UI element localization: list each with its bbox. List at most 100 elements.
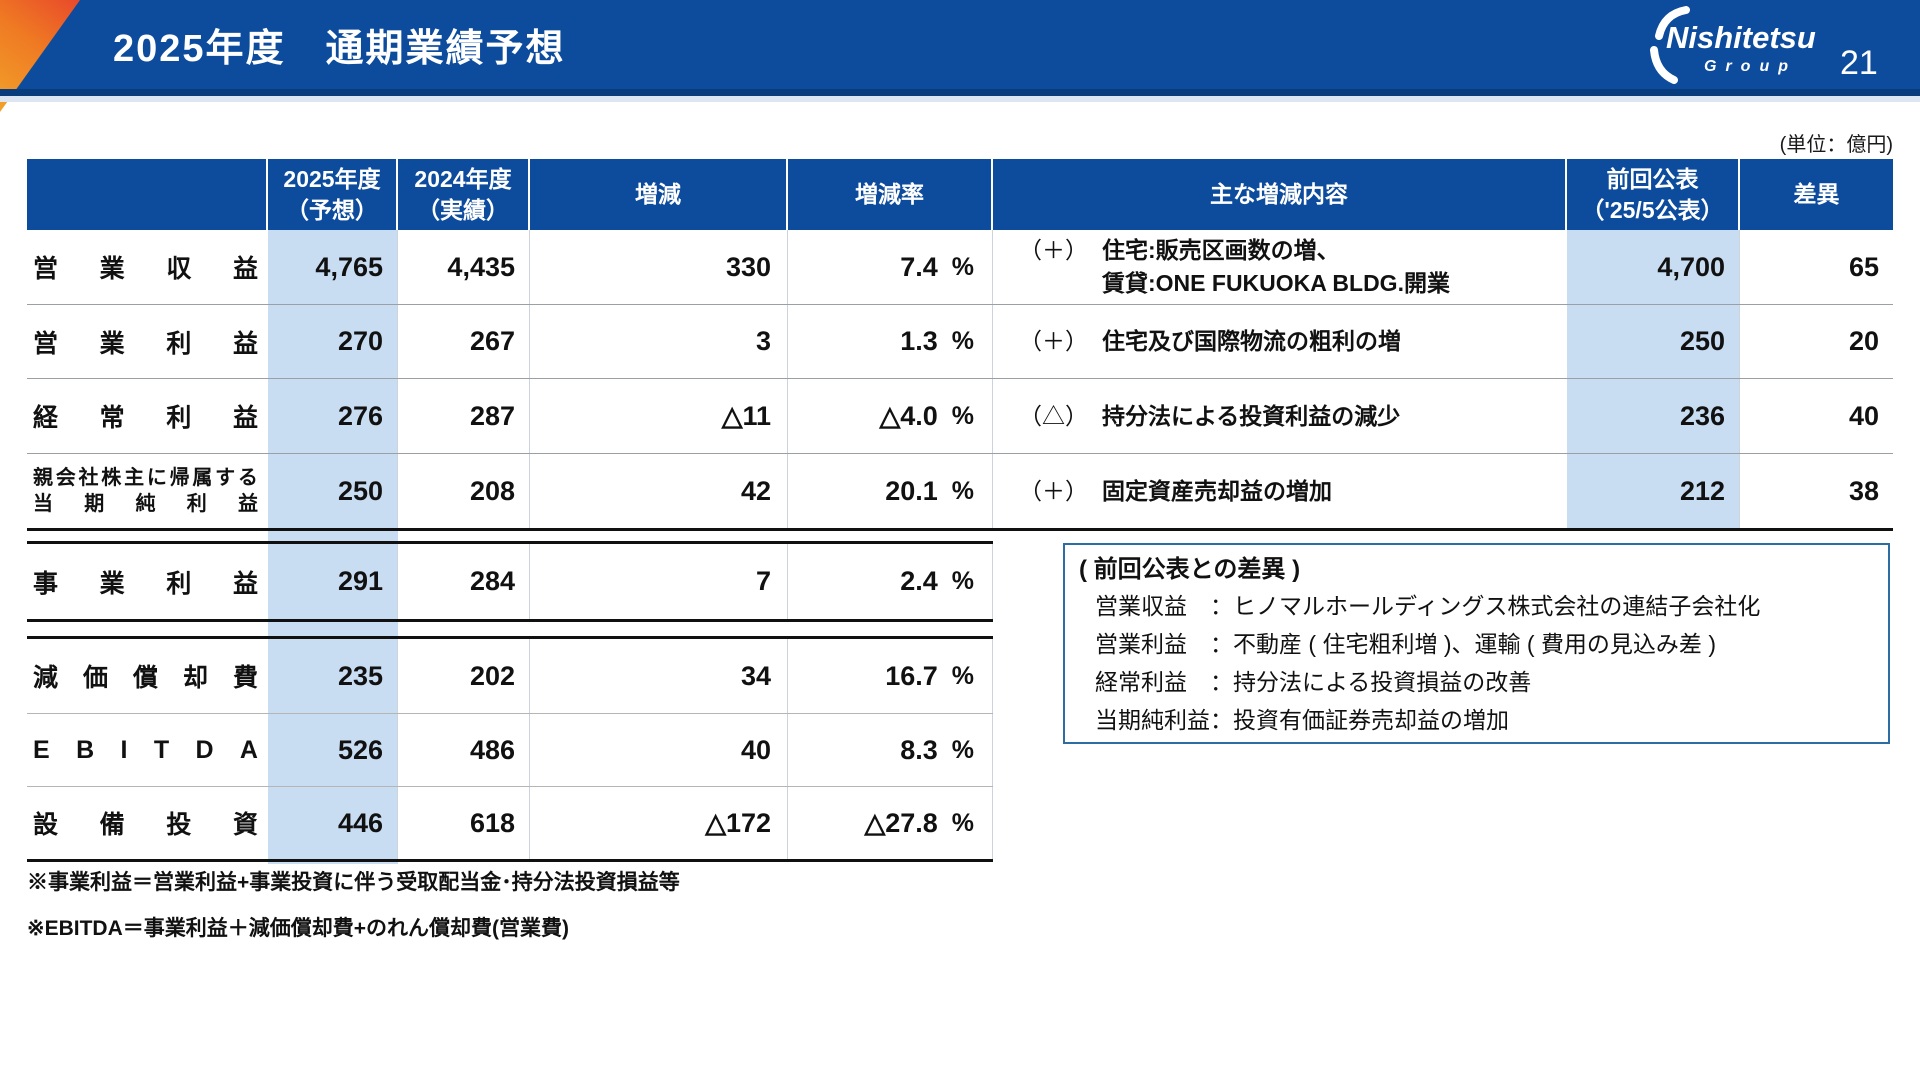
- value-2025: 4,765: [268, 230, 398, 304]
- highlight-band-2025-forecast: [268, 230, 398, 864]
- value-change-rate: 8.3%: [788, 714, 993, 786]
- percent-sign: %: [951, 476, 974, 505]
- change-description: （＋） 住宅及び国際物流の粗利の増: [993, 305, 1567, 378]
- value-2025: 250: [268, 454, 398, 528]
- logo-wordmark: Nishitetsu: [1666, 20, 1816, 55]
- change-sign: （△）: [1019, 402, 1088, 429]
- value-difference: 20: [1848, 326, 1879, 356]
- percent-sign: %: [951, 567, 974, 595]
- row-label: 経常利益: [33, 404, 258, 432]
- value-change-rate: 20.1%: [788, 454, 993, 528]
- header-2024-actual: 2024年度 （実績）: [398, 159, 530, 230]
- row-label: 設備投資: [33, 811, 258, 839]
- row-label: 事業利益: [33, 569, 258, 598]
- nishitetsu-logo: Nishitetsu Group: [1650, 6, 1837, 88]
- value-difference: 40: [1848, 400, 1879, 431]
- change-sign: （＋）: [1019, 237, 1088, 263]
- value-2025: 291: [268, 544, 398, 619]
- note-line-operating-revenue: 営業収益 ：ヒノマルホールディングス株式会社の連結子会社化: [1095, 593, 1761, 619]
- note-line-operating-profit: 営業利益 ：不動産 ( 住宅粗利増 )、運輸 ( 費用の見込み差 ): [1095, 631, 1716, 657]
- percent-sign: %: [951, 808, 974, 837]
- change-description: （＋） 固定資産売却益の増加: [993, 454, 1567, 528]
- header-previous-announcement: 前回公表 （'25/5公表）: [1567, 159, 1740, 230]
- value-change-rate: 2.4%: [788, 544, 993, 619]
- row-label: 営業収益: [33, 255, 258, 283]
- value-previous: 212: [1567, 454, 1740, 528]
- value-change-rate: 1.3%: [788, 305, 993, 378]
- change-sign: （＋）: [1019, 477, 1088, 504]
- header-change: 増減: [530, 159, 788, 230]
- percent-sign: %: [951, 661, 974, 690]
- value-difference: 65: [1848, 251, 1879, 282]
- table-row-ordinary-profit: 経常利益 276 287 △11 △4.0% （△） 持分法による投資利益の減少…: [27, 378, 1893, 453]
- value-2024: 284: [398, 544, 530, 619]
- row-label-line1: 親会社株主に帰属する: [33, 467, 258, 489]
- logo-group-text: Group: [1704, 58, 1797, 75]
- value-previous: 236: [1567, 379, 1740, 453]
- table-row-net-income: 親会社株主に帰属する 当期純利益 250 208 42 20.1% （＋） 固定…: [27, 453, 1893, 528]
- unit-note: (単位：億円): [1779, 134, 1893, 156]
- value-2024: 287: [398, 379, 530, 453]
- value-2025: 446: [268, 787, 398, 859]
- header-main-content: 主な増減内容: [993, 159, 1567, 230]
- title-bar: 2025年度 通期業績予想 Nishitetsu Group 21: [0, 0, 1920, 112]
- table-row-depreciation: 減価償却費 235 202 34 16.7%: [27, 639, 993, 713]
- footnote-ebitda: ※EBITDA＝事業利益＋減価償却費+のれん償却費(営業費): [27, 917, 570, 940]
- table-header-row: 2025年度 （予想） 2024年度 （実績） 増減 増減率 主な増減内容 前回…: [27, 159, 1893, 230]
- highlight-band-previous-announcement: [1567, 230, 1740, 528]
- header-light-strip: [0, 96, 1920, 102]
- value-2024: 4,435: [398, 230, 530, 304]
- corner-accent-icon: [0, 0, 80, 112]
- value-2025: 526: [268, 714, 398, 786]
- note-line-net-income: 当期純利益：投資有価証券売却益の増加: [1095, 707, 1509, 733]
- value-change: 3: [530, 305, 788, 378]
- change-sign: （＋）: [1019, 328, 1088, 354]
- header-blank-cell: [27, 159, 268, 230]
- value-change: 7: [530, 544, 788, 619]
- percent-sign: %: [951, 252, 974, 281]
- table-row-capital-expenditure: 設備投資 446 618 △172 △27.8%: [27, 786, 993, 859]
- value-change-rate: △4.0%: [788, 379, 993, 453]
- table-body: 営業収益 4,765 4,435 330 7.4% （＋） 住宅:販売区画数の増…: [27, 230, 1893, 531]
- value-2025: 276: [268, 379, 398, 453]
- sub-table-business-profit: 事業利益 291 284 7 2.4%: [27, 541, 993, 622]
- value-2024: 267: [398, 305, 530, 378]
- change-description: （△） 持分法による投資利益の減少: [993, 379, 1567, 453]
- percent-sign: %: [951, 401, 974, 430]
- percent-sign: %: [951, 327, 974, 355]
- header-change-rate: 増減率: [788, 159, 993, 230]
- value-2025: 235: [268, 639, 398, 713]
- page-number: 21: [1840, 44, 1878, 82]
- table-row-operating-profit: 営業利益 270 267 3 1.3% （＋） 住宅及び国際物流の粗利の増 25…: [27, 304, 1893, 378]
- value-2025: 270: [268, 305, 398, 378]
- row-label: 減価償却費: [33, 664, 258, 692]
- page-title: 2025年度 通期業績予想: [113, 28, 566, 70]
- value-change-rate: △27.8%: [788, 787, 993, 859]
- note-box-title: ( 前回公表との差異 ): [1079, 556, 1301, 583]
- value-previous: 250: [1567, 305, 1740, 378]
- row-label: 営業利益: [33, 329, 258, 358]
- value-difference: 38: [1848, 475, 1879, 506]
- percent-sign: %: [951, 735, 974, 764]
- logo-swoosh-icon: [1650, 6, 1690, 84]
- value-change-rate: 16.7%: [788, 639, 993, 713]
- footnote-business-profit: ※事業利益＝営業利益+事業投資に伴う受取配当金･持分法投資損益等: [27, 871, 680, 894]
- change-description: （＋） 住宅:販売区画数の増、 賃貸:ONE FUKUOKA BLDG.開業: [993, 230, 1567, 304]
- value-change: △172: [530, 787, 788, 859]
- value-2024: 618: [398, 787, 530, 859]
- value-change: 40: [530, 714, 788, 786]
- header-difference: 差異: [1793, 181, 1840, 207]
- value-change-rate: 7.4%: [788, 230, 993, 304]
- value-change: 42: [530, 454, 788, 528]
- note-line-ordinary-profit: 経常利益 ：持分法による投資損益の改善: [1095, 669, 1532, 695]
- value-change: 330: [530, 230, 788, 304]
- value-change: △11: [530, 379, 788, 453]
- value-previous: 4,700: [1567, 230, 1740, 304]
- table-row-operating-revenue: 営業収益 4,765 4,435 330 7.4% （＋） 住宅:販売区画数の増…: [27, 230, 1893, 304]
- previous-announcement-difference-box: ( 前回公表との差異 ) 営業収益 ：ヒノマルホールディングス株式会社の連結子会…: [1063, 543, 1890, 744]
- table-row-business-profit: 事業利益 291 284 7 2.4%: [27, 544, 993, 619]
